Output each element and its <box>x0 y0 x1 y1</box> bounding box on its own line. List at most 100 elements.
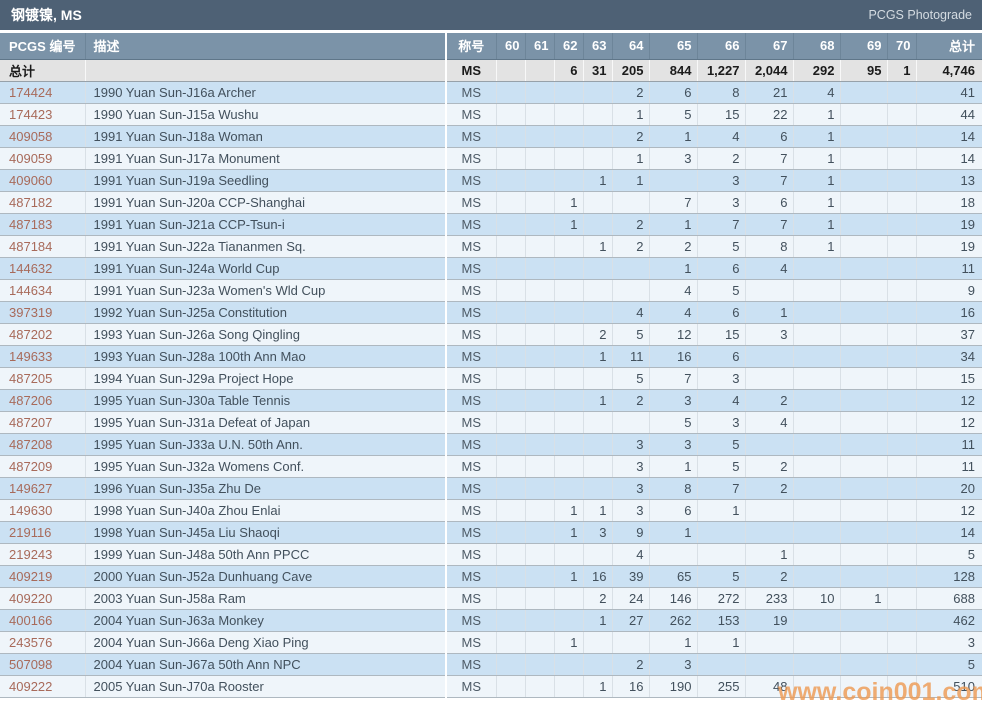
grade-cell <box>495 675 525 698</box>
table-row: 409220 2003 Yuan Sun-J58a Ram MS 2 24 146 272 2… <box>0 587 982 610</box>
pcgs-number-link[interactable]: 487206 <box>0 389 85 412</box>
grade-cell: 153 <box>696 609 745 632</box>
pcgs-number-link[interactable]: 487184 <box>0 235 85 258</box>
grade-cell: 5 <box>648 103 697 126</box>
grade-cell <box>553 257 583 280</box>
grade-cell <box>611 631 649 654</box>
designation-cell: MS <box>445 477 496 500</box>
total-cell: 14 <box>915 147 982 170</box>
total-cell: 128 <box>915 565 982 588</box>
pcgs-number-link[interactable]: 487205 <box>0 367 85 390</box>
grade-cell <box>582 191 612 214</box>
grade-cell <box>495 301 525 324</box>
pcgs-number-link[interactable]: 409222 <box>0 675 85 698</box>
pcgs-number-link[interactable]: 487182 <box>0 191 85 214</box>
pcgs-number-link[interactable]: 149633 <box>0 345 85 368</box>
grade-cell <box>839 433 887 456</box>
total-cell: 44 <box>915 103 982 126</box>
grade-cell <box>495 213 525 236</box>
grade-cell <box>524 103 554 126</box>
grade-cell <box>495 103 525 126</box>
pcgs-number-link[interactable]: 149630 <box>0 499 85 522</box>
grade-cell: 1 <box>648 455 697 478</box>
total-cell: 9 <box>915 279 982 302</box>
pcgs-number-link[interactable]: 219243 <box>0 543 85 566</box>
grade-cell <box>553 279 583 302</box>
designation-cell: MS <box>445 147 496 170</box>
grade-cell: 6 <box>696 345 745 368</box>
grade-cell: 3 <box>648 653 697 676</box>
pcgs-number-link[interactable]: 144634 <box>0 279 85 302</box>
grade-cell <box>495 499 525 522</box>
grade-cell <box>792 301 840 324</box>
pcgs-number-link[interactable]: 174423 <box>0 103 85 126</box>
grade-cell: 3 <box>696 411 745 434</box>
coin-description: 1991 Yuan Sun-J24a World Cup <box>84 257 446 280</box>
pcgs-number-link[interactable]: 487208 <box>0 433 85 456</box>
pcgs-number-link[interactable]: 409220 <box>0 587 85 610</box>
grade-cell <box>611 257 649 280</box>
pcgs-number-link[interactable]: 487207 <box>0 411 85 434</box>
grade-cell <box>792 521 840 544</box>
grade-cell <box>524 257 554 280</box>
table-row: 409060 1991 Yuan Sun-J19a Seedling MS 1 1 3 7 1… <box>0 169 982 192</box>
grade-cell <box>582 257 612 280</box>
grade-cell <box>553 323 583 346</box>
grade-cell <box>582 213 612 236</box>
designation-cell: MS <box>445 81 496 104</box>
grade-cell: 4 <box>696 389 745 412</box>
designation-cell: MS <box>445 213 496 236</box>
grade-cell: 7 <box>744 213 793 236</box>
grade-cell <box>582 477 612 500</box>
pcgs-number-link[interactable]: 400166 <box>0 609 85 632</box>
grade-cell <box>839 191 887 214</box>
pcgs-number-link[interactable]: 219116 <box>0 521 85 544</box>
grade-cell <box>524 147 554 170</box>
pcgs-number-link[interactable]: 487202 <box>0 323 85 346</box>
grade-cell <box>744 433 793 456</box>
totals-designation: MS <box>445 59 496 82</box>
pcgs-number-link[interactable]: 409059 <box>0 147 85 170</box>
designation-cell: MS <box>445 301 496 324</box>
grade-cell <box>495 235 525 258</box>
coin-description: 1995 Yuan Sun-J31a Defeat of Japan <box>84 411 446 434</box>
grade-cell: 1 <box>792 125 840 148</box>
pcgs-number-link[interactable]: 487209 <box>0 455 85 478</box>
coin-description: 1991 Yuan Sun-J21a CCP-Tsun-i <box>84 213 446 236</box>
grade-cell: 7 <box>648 191 697 214</box>
grade-cell <box>886 125 916 148</box>
pcgs-number-link[interactable]: 409060 <box>0 169 85 192</box>
pcgs-number-link[interactable]: 397319 <box>0 301 85 324</box>
pcgs-number-link[interactable]: 507098 <box>0 653 85 676</box>
table-row: 409222 2005 Yuan Sun-J70a Rooster MS 1 16 190… <box>0 675 982 698</box>
photograde-link[interactable]: PCGS Photograde <box>868 8 972 22</box>
grade-cell <box>792 367 840 390</box>
grade-cell <box>792 257 840 280</box>
pcgs-number-link[interactable]: 174424 <box>0 81 85 104</box>
designation-cell: MS <box>445 653 496 676</box>
totals-grade-64: 205 <box>611 59 649 82</box>
grade-cell <box>792 279 840 302</box>
coin-description: 2005 Yuan Sun-J70a Rooster <box>84 675 446 698</box>
grade-cell: 3 <box>611 433 649 456</box>
designation-cell: MS <box>445 389 496 412</box>
pcgs-number-link[interactable]: 243576 <box>0 631 85 654</box>
pcgs-number-link[interactable]: 144632 <box>0 257 85 280</box>
table-row: 149627 1996 Yuan Sun-J35a Zhu De MS 3 8 7 2 20 <box>0 477 982 500</box>
pcgs-number-link[interactable]: 409058 <box>0 125 85 148</box>
grade-cell <box>744 345 793 368</box>
table-row: 487206 1995 Yuan Sun-J30a Table Tennis MS 1… <box>0 389 982 412</box>
pcgs-number-link[interactable]: 149627 <box>0 477 85 500</box>
grade-cell: 2 <box>696 147 745 170</box>
grade-cell: 6 <box>696 257 745 280</box>
grade-cell <box>839 411 887 434</box>
coin-description: 1993 Yuan Sun-J28a 100th Ann Mao <box>84 345 446 368</box>
col-header-grade-69: 69 <box>839 33 887 60</box>
grade-cell: 3 <box>696 367 745 390</box>
total-cell: 37 <box>915 323 982 346</box>
pcgs-number-link[interactable]: 409219 <box>0 565 85 588</box>
grade-cell: 2 <box>744 389 793 412</box>
pcgs-number-link[interactable]: 487183 <box>0 213 85 236</box>
grade-cell <box>886 279 916 302</box>
grade-cell: 1 <box>582 169 612 192</box>
